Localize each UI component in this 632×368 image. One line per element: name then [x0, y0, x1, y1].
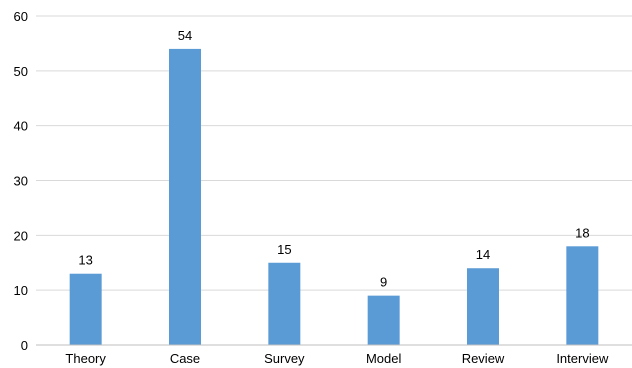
- y-tick-label: 40: [14, 119, 28, 134]
- x-tick-label-model: Model: [366, 351, 402, 366]
- bar-survey: [268, 262, 301, 345]
- data-label-theory: 13: [78, 253, 92, 268]
- bar-theory: [69, 273, 102, 345]
- y-tick-label: 0: [21, 338, 28, 353]
- x-tick-label-theory: Theory: [65, 351, 106, 366]
- x-tick-label-case: Case: [170, 351, 200, 366]
- y-tick-label: 10: [14, 283, 28, 298]
- x-axis-tick-labels: Theory Case Survey Model Review Interview: [65, 351, 609, 366]
- bar-review: [467, 268, 499, 345]
- y-tick-label: 60: [14, 9, 28, 24]
- data-labels: 13 54 15 9 14 18: [78, 28, 589, 290]
- data-label-case: 54: [178, 28, 192, 43]
- data-label-review: 14: [476, 247, 490, 262]
- bar-case: [169, 48, 201, 346]
- y-axis-tick-labels: 0 10 20 30 40 50 60: [14, 9, 28, 353]
- data-label-model: 9: [380, 275, 387, 290]
- bar-interview: [566, 246, 599, 345]
- x-tick-label-interview: Interview: [556, 351, 609, 366]
- y-tick-label: 30: [14, 174, 28, 189]
- data-label-interview: 18: [575, 225, 589, 240]
- x-tick-label-review: Review: [462, 351, 505, 366]
- y-tick-label: 20: [14, 228, 28, 243]
- gridlines: [36, 15, 632, 291]
- data-label-survey: 15: [277, 242, 291, 257]
- bar-model: [367, 295, 400, 345]
- y-tick-label: 50: [14, 64, 28, 79]
- bars: [69, 48, 599, 346]
- x-tick-label-survey: Survey: [264, 351, 305, 366]
